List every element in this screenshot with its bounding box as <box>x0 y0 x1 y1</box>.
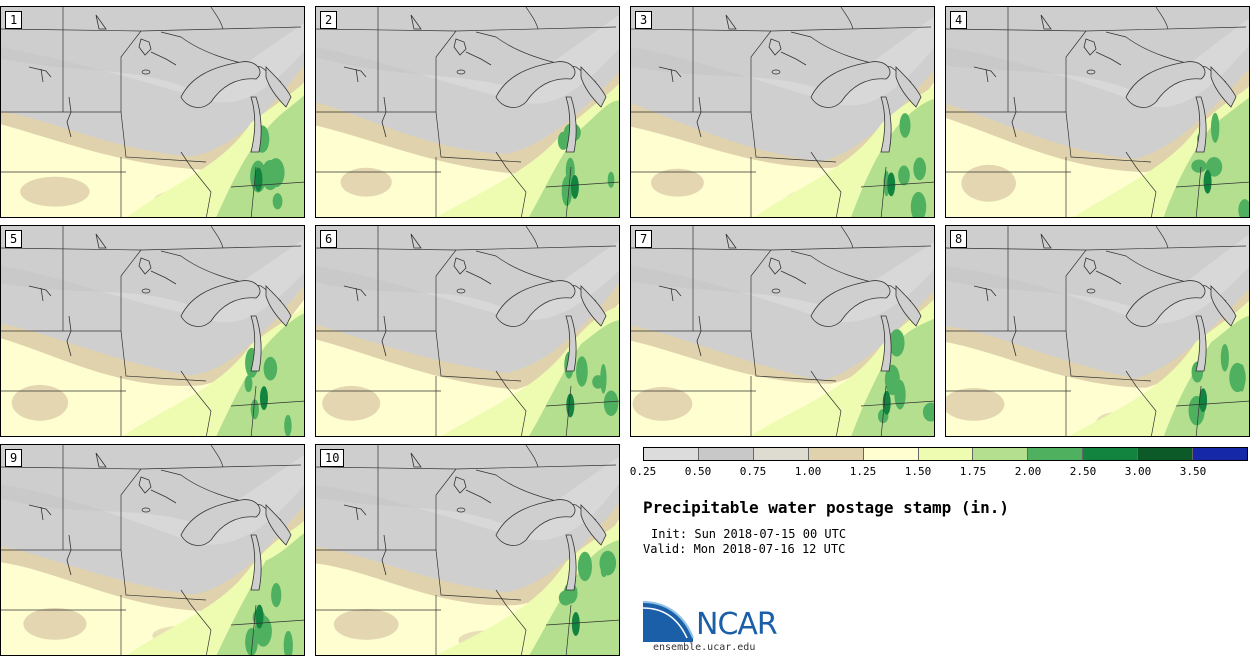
map-panel-9: 9 <box>0 444 305 656</box>
colorbar-tick-label: 2.00 <box>1014 465 1042 478</box>
colorbar-segment <box>644 448 699 460</box>
panel-number-label: 4 <box>950 11 968 29</box>
panel-number-label: 5 <box>5 230 23 248</box>
colorbar-labels: 0.25 0.50 0.75 1.00 1.25 1.50 1.75 2.00 2.50 3.00… <box>630 465 1250 479</box>
precipitable-water-map <box>946 226 1249 436</box>
colorbar-tick-label: 0.25 <box>629 465 657 478</box>
colorbar-tick-label: 1.50 <box>904 465 932 478</box>
colorbar-tick-label: 1.75 <box>959 465 987 478</box>
precipitable-water-map <box>946 7 1249 217</box>
map-panel-6: 6 <box>315 225 620 437</box>
map-panel-2: 2 <box>315 6 620 218</box>
colorbar-tick-label: 3.50 <box>1179 465 1207 478</box>
colorbar-segment <box>698 448 754 460</box>
colorbar-segment <box>808 448 864 460</box>
logo-url: ensemble.ucar.edu <box>653 642 756 653</box>
precipitable-water-map <box>631 7 934 217</box>
colorbar-tick-label: 0.50 <box>684 465 712 478</box>
colorbar-segment <box>753 448 809 460</box>
map-panel-10: 10 <box>315 444 620 656</box>
chart-title: Precipitable water postage stamp (in.) <box>643 498 1010 517</box>
colorbar-tick-label: 0.75 <box>739 465 767 478</box>
colorbar-segment <box>1193 448 1247 460</box>
precipitable-water-map <box>316 445 619 655</box>
panel-number-label: 8 <box>950 230 968 248</box>
panel-number-label: 10 <box>320 449 345 467</box>
ncar-logo-icon <box>643 601 694 642</box>
map-panel-7: 7 <box>630 225 935 437</box>
precipitable-water-map <box>631 226 934 436</box>
colorbar-segment <box>1083 448 1139 460</box>
valid-time: Valid: Mon 2018-07-16 12 UTC <box>643 542 846 556</box>
precipitable-water-map <box>1 226 304 436</box>
colorbar-segment <box>918 448 974 460</box>
colorbar-tick-label: 2.50 <box>1069 465 1097 478</box>
precipitable-water-map <box>316 7 619 217</box>
precipitable-water-map <box>1 7 304 217</box>
panel-number-label: 7 <box>635 230 653 248</box>
colorbar-tick-label: 3.00 <box>1124 465 1152 478</box>
colorbar-segment <box>863 448 919 460</box>
colorbar-segment <box>973 448 1029 460</box>
map-panel-1: 1 <box>0 6 305 218</box>
colorbar-tick-label: 1.00 <box>794 465 822 478</box>
panel-number-label: 9 <box>5 449 23 467</box>
panel-number-label: 2 <box>320 11 338 29</box>
map-panel-5: 5 <box>0 225 305 437</box>
colorbar-segment <box>1138 448 1194 460</box>
init-time: Init: Sun 2018-07-15 00 UTC <box>651 527 847 541</box>
colorbar-segment <box>1028 448 1084 460</box>
precipitable-water-map <box>1 445 304 655</box>
colorbar <box>643 447 1248 461</box>
map-panel-4: 4 <box>945 6 1250 218</box>
map-panel-3: 3 <box>630 6 935 218</box>
map-panel-8: 8 <box>945 225 1250 437</box>
panel-number-label: 6 <box>320 230 338 248</box>
logo-text: NCAR <box>696 607 778 642</box>
panel-number-label: 3 <box>635 11 653 29</box>
colorbar-tick-label: 1.25 <box>849 465 877 478</box>
precipitable-water-map <box>316 226 619 436</box>
panel-number-label: 1 <box>5 11 23 29</box>
